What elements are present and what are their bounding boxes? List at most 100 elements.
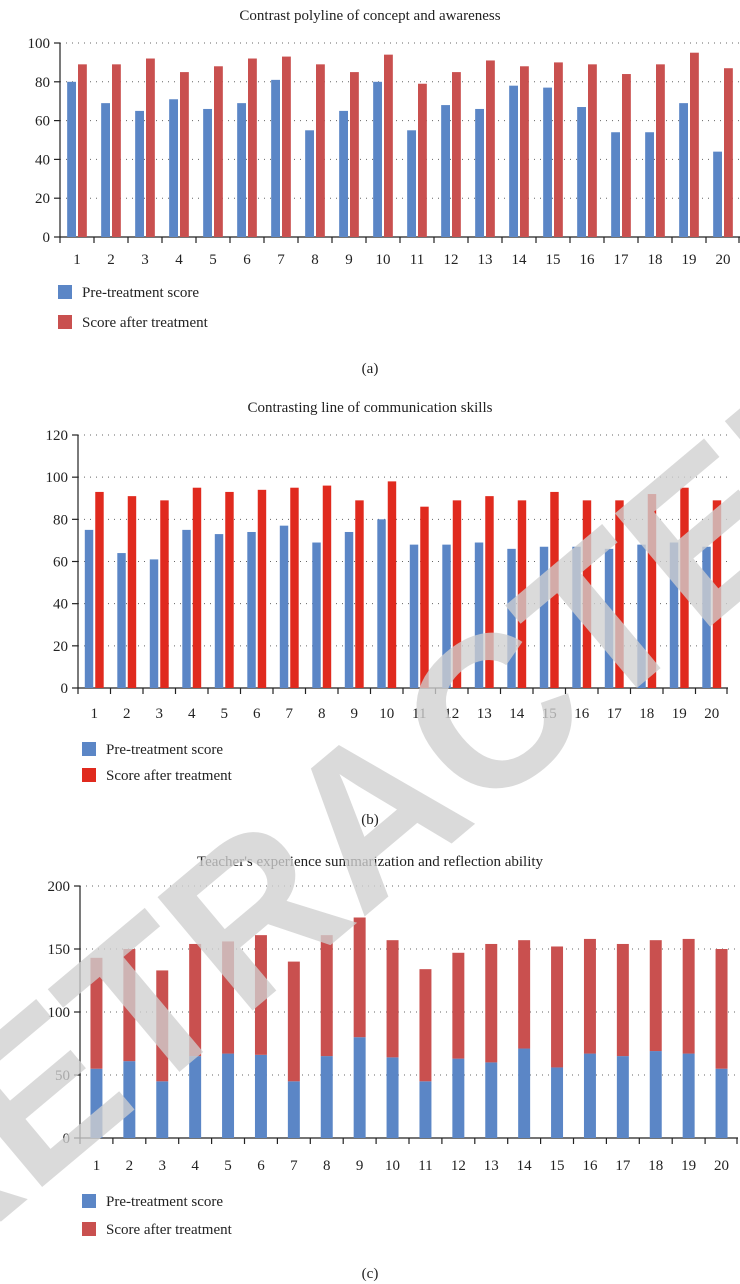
bar-after [452, 500, 462, 688]
x-tick-label: 4 [188, 706, 196, 722]
bar-after [189, 943, 202, 1057]
bar-pre [377, 519, 386, 688]
bar-pre [649, 1051, 662, 1138]
bar-after [486, 60, 495, 238]
bar-pre [305, 130, 314, 237]
legend-swatch [82, 768, 96, 782]
bar-pre [156, 1081, 169, 1138]
bar-pre [507, 548, 516, 688]
x-tick-label: 8 [311, 252, 319, 268]
bar-after [112, 64, 121, 237]
bar-pre [169, 99, 178, 237]
bar-after [616, 943, 629, 1057]
x-tick-label: 2 [107, 252, 115, 268]
bar-pre [604, 548, 614, 688]
bar-pre [320, 1056, 333, 1138]
bar-pre [339, 110, 348, 237]
x-tick-label: 15 [542, 706, 557, 722]
x-tick-label: 8 [323, 1158, 331, 1174]
x-tick-label: 9 [345, 252, 353, 268]
y-tick-label: 60 [53, 555, 68, 571]
bar-after [78, 64, 87, 237]
bar-after [180, 72, 189, 237]
bar-pre [441, 105, 450, 237]
bar-pre [287, 1081, 300, 1138]
bar-pre [373, 81, 382, 237]
x-tick-label: 12 [444, 706, 459, 722]
bar-pre [715, 1068, 728, 1138]
legend-label: Pre-treatment score [106, 1194, 223, 1210]
x-tick-label: 7 [286, 706, 294, 722]
bar-pre [442, 544, 451, 688]
panel-label: (b) [361, 812, 379, 828]
bar-pre [123, 1061, 136, 1138]
chart-1: Contrast polyline of concept and awarene… [28, 8, 740, 377]
bar-after [588, 64, 597, 237]
chart-title: Contrasting line of communication skills [248, 400, 493, 416]
bar-pre [679, 103, 688, 237]
bar-pre [149, 559, 159, 688]
legend-label: Score after treatment [106, 1222, 233, 1238]
x-tick-label: 6 [243, 252, 251, 268]
x-tick-label: 6 [257, 1158, 265, 1174]
bar-pre [409, 544, 419, 688]
bar-pre [407, 130, 416, 237]
bar-pre [474, 542, 484, 688]
x-tick-label: 20 [704, 706, 719, 722]
bar-pre [222, 1053, 235, 1138]
y-tick-label: 0 [61, 681, 69, 697]
bar-pre [452, 1058, 465, 1138]
bar-pre [616, 1056, 629, 1138]
x-tick-label: 7 [290, 1158, 298, 1174]
bar-pre [254, 1054, 267, 1138]
x-tick-label: 20 [714, 1158, 729, 1174]
bar-after [682, 938, 695, 1054]
y-tick-label: 200 [48, 879, 71, 895]
x-tick-label: 14 [517, 1158, 533, 1174]
bar-after [554, 62, 563, 238]
bar-after [384, 54, 393, 237]
y-tick-label: 80 [35, 75, 50, 91]
x-tick-label: 1 [73, 252, 81, 268]
bar-after [622, 74, 631, 237]
x-tick-label: 17 [614, 252, 630, 268]
bar-after [517, 500, 527, 688]
x-tick-label: 10 [379, 706, 394, 722]
bar-pre [353, 1037, 366, 1138]
x-tick-label: 5 [209, 252, 217, 268]
bar-pre [551, 1067, 564, 1138]
y-tick-label: 60 [35, 114, 50, 130]
bar-after [282, 56, 291, 237]
x-tick-label: 6 [253, 706, 261, 722]
legend-label: Pre-treatment score [106, 742, 223, 758]
bar-after [322, 485, 332, 688]
bar-pre [214, 534, 224, 688]
panel-label: (a) [362, 361, 379, 377]
bar-after [290, 487, 299, 688]
x-tick-label: 4 [191, 1158, 199, 1174]
bar-after [418, 83, 427, 238]
x-tick-label: 2 [126, 1158, 134, 1174]
bar-pre [611, 132, 620, 237]
bar-after [485, 496, 494, 688]
bar-after [222, 941, 235, 1054]
bar-pre [237, 103, 246, 237]
bar-after [353, 917, 366, 1038]
bar-pre [344, 531, 354, 688]
bar-after [192, 487, 202, 688]
bar-after [123, 949, 136, 1062]
x-tick-label: 19 [681, 1158, 696, 1174]
y-tick-label: 0 [43, 230, 51, 246]
bar-pre [583, 1053, 596, 1138]
x-tick-label: 15 [546, 252, 561, 268]
x-tick-label: 3 [141, 252, 149, 268]
legend-swatch [82, 1194, 96, 1208]
bar-pre [90, 1068, 103, 1138]
bar-after [387, 481, 397, 688]
bar-after [615, 500, 624, 688]
bar-after [550, 491, 559, 688]
x-tick-label: 1 [91, 706, 99, 722]
x-tick-label: 12 [444, 252, 459, 268]
bar-after [156, 970, 169, 1082]
